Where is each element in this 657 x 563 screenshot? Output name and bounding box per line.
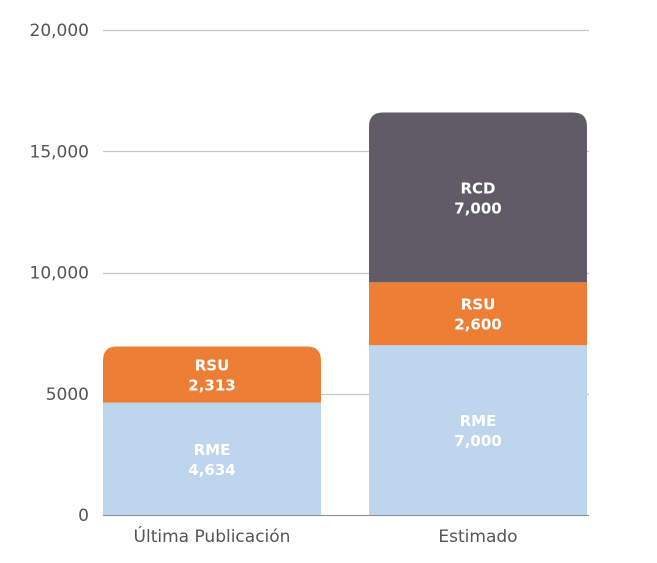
segment-series-label: RCD bbox=[460, 179, 495, 197]
segment-series-label: RSU bbox=[461, 296, 496, 314]
y-tick-label: 15,000 bbox=[30, 142, 89, 162]
segment-series-label: RSU bbox=[195, 357, 230, 375]
bar-segment-rsu bbox=[103, 346, 321, 403]
segment-value-label: 7,000 bbox=[454, 432, 501, 450]
segment-series-label: RME bbox=[460, 412, 497, 430]
x-category-label: Estimado bbox=[438, 527, 517, 547]
y-tick-label: 0 bbox=[78, 506, 89, 526]
y-tick-label: 5000 bbox=[46, 385, 89, 405]
bar-segment-rcd bbox=[369, 112, 587, 283]
segment-value-label: 2,600 bbox=[454, 316, 501, 334]
x-axis-category-labels: Última Publicación Estimado bbox=[134, 525, 518, 547]
x-category-label: Última Publicación bbox=[134, 525, 291, 547]
segment-value-label: 7,000 bbox=[454, 199, 501, 217]
segment-series-label: RME bbox=[194, 441, 231, 459]
bar-segment-rsu bbox=[369, 282, 587, 346]
bars: RME 4,634 RSU 2,313 RME 7,000 RSU 2,600 RCD 7,000 bbox=[103, 112, 587, 515]
segment-value-label: 4,634 bbox=[188, 461, 235, 479]
bar-segment-rme bbox=[103, 402, 321, 515]
y-tick-label: 20,000 bbox=[30, 21, 89, 41]
segment-value-label: 2,313 bbox=[188, 377, 235, 395]
y-tick-label: 10,000 bbox=[30, 264, 89, 284]
bar-segment-rme bbox=[369, 345, 587, 515]
y-axis-tick-labels: 0 5000 10,000 15,000 20,000 bbox=[30, 21, 89, 526]
